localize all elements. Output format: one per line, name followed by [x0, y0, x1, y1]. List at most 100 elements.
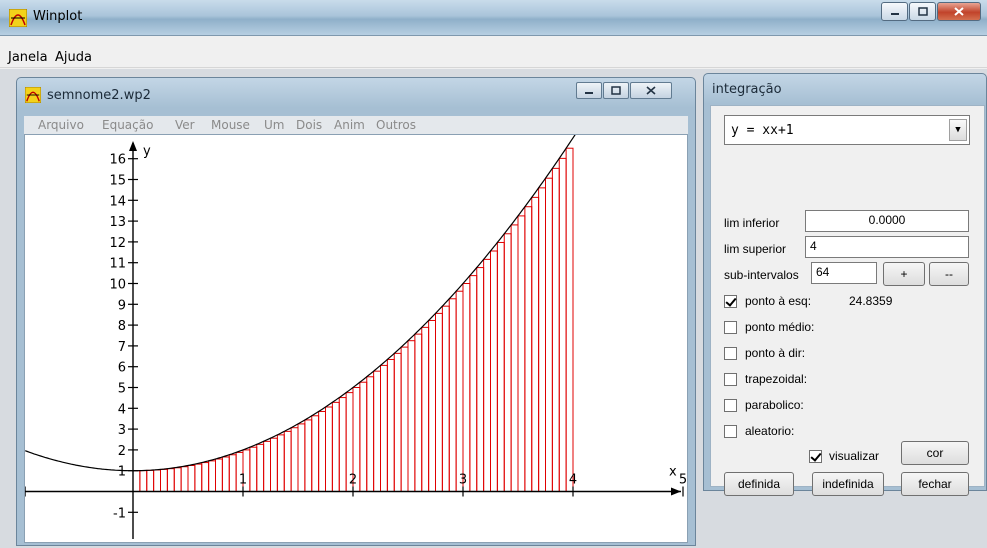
riemann-rectangle: [421, 326, 430, 492]
riemann-rectangle: [565, 147, 574, 492]
menu-um[interactable]: Um: [264, 118, 285, 132]
method-label: ponto à dir:: [745, 346, 806, 360]
method-label: trapezoidal:: [745, 372, 808, 386]
riemann-rectangle: [338, 397, 347, 493]
lim-inferior-input[interactable]: 0.0000: [805, 210, 969, 232]
method-checkbox[interactable]: [724, 321, 737, 334]
plot-minimize-button[interactable]: [576, 82, 602, 99]
y-tick-label: 4: [118, 402, 126, 417]
plot-menubar: Arquivo Equação Ver Mouse Um Dois Anim O…: [24, 116, 688, 134]
riemann-rectangle: [393, 352, 402, 492]
maximize-icon: [917, 7, 928, 16]
subintervals-input[interactable]: 64: [811, 262, 877, 284]
riemann-rectangle: [455, 290, 464, 492]
method-checkbox[interactable]: [724, 399, 737, 412]
y-tick-label: 7: [118, 340, 126, 355]
menu-janela[interactable]: Janela: [8, 50, 48, 65]
riemann-rectangle: [448, 298, 457, 492]
menu-anim[interactable]: Anim: [334, 118, 365, 132]
function-select[interactable]: y = xx+1 ▼: [724, 115, 970, 145]
x-tick-label: 1: [239, 473, 247, 488]
definida-button[interactable]: definida: [724, 472, 794, 496]
subintervals-label: sub-intervalos: [724, 268, 799, 282]
y-tick-label: 11: [109, 257, 126, 272]
riemann-rectangle: [469, 275, 478, 492]
riemann-rectangle: [283, 430, 292, 492]
riemann-rectangle: [524, 206, 533, 492]
visualizar-checkbox[interactable]: [809, 450, 822, 463]
riemann-rectangles: [132, 147, 574, 493]
riemann-rectangle: [201, 462, 210, 493]
riemann-rectangle: [414, 333, 423, 492]
plot-canvas[interactable]: 1 2 3 4 5 -1 1 2 3 4 5 6 7 8 9 10 11 12 13 14 15 16 x y: [24, 124, 688, 543]
method-checkbox[interactable]: [724, 425, 737, 438]
riemann-rectangle: [380, 364, 388, 492]
x-axis-arrow: [671, 487, 681, 496]
menu-equacao[interactable]: Equação: [102, 118, 154, 132]
riemann-rectangle: [476, 267, 485, 492]
method-result: 24.8359: [849, 294, 893, 308]
riemann-rectangle: [270, 437, 278, 493]
riemann-rectangle: [215, 458, 223, 492]
decrease-subintervals-button[interactable]: --: [929, 262, 969, 286]
plot-close-button[interactable]: [630, 82, 672, 99]
menu-ver[interactable]: Ver: [175, 118, 195, 132]
app-titlebar[interactable]: Winplot: [0, 0, 987, 36]
menu-dois[interactable]: Dois: [296, 118, 323, 132]
riemann-rectangle: [297, 423, 306, 492]
riemann-rectangle: [187, 465, 196, 492]
y-tick-label: -1: [113, 506, 126, 521]
riemann-rectangle: [208, 460, 216, 492]
integration-title: integração: [712, 82, 782, 97]
riemann-rectangle: [146, 469, 155, 492]
lim-superior-input[interactable]: 4: [805, 236, 969, 258]
plot-maximize-button[interactable]: [603, 82, 629, 99]
dropdown-arrow-icon[interactable]: ▼: [949, 119, 967, 141]
plot-window-controls: [575, 82, 672, 99]
method-checkbox[interactable]: [724, 347, 737, 360]
riemann-rectangle: [517, 215, 526, 493]
riemann-rectangle: [276, 434, 285, 492]
menu-outros[interactable]: Outros: [376, 118, 417, 132]
function-select-value: y = xx+1: [731, 123, 794, 138]
riemann-rectangle: [373, 370, 381, 492]
plot-window-title: semnome2.wp2: [47, 88, 151, 103]
x-tick-label: 3: [459, 473, 467, 488]
y-tick-label: 1: [118, 465, 126, 480]
lim-superior-label: lim superior: [724, 242, 787, 256]
fechar-button[interactable]: fechar: [901, 472, 969, 496]
riemann-rectangle: [160, 468, 168, 492]
minimize-button[interactable]: [881, 2, 908, 21]
riemann-rectangle: [194, 463, 203, 492]
maximize-button[interactable]: [909, 2, 936, 21]
y-tick-label: 12: [109, 236, 126, 251]
menu-mouse[interactable]: Mouse: [211, 118, 250, 132]
riemann-rectangle: [462, 283, 471, 492]
indefinida-button[interactable]: indefinida: [812, 472, 884, 496]
menu-arquivo[interactable]: Arquivo: [38, 118, 84, 132]
method-checkbox[interactable]: [724, 295, 737, 308]
riemann-rectangle: [435, 312, 443, 492]
method-checkbox[interactable]: [724, 373, 737, 386]
menu-ajuda[interactable]: Ajuda: [55, 50, 92, 65]
riemann-rectangle: [490, 250, 498, 492]
riemann-rectangle: [256, 443, 265, 492]
riemann-rectangle: [441, 305, 450, 492]
x-axis-label: x: [669, 465, 677, 480]
riemann-rectangle: [483, 258, 491, 493]
increase-subintervals-button[interactable]: +: [883, 262, 925, 286]
riemann-rectangle: [318, 410, 326, 492]
method-label: ponto médio:: [745, 320, 815, 334]
riemann-rectangle: [407, 340, 416, 492]
y-tick-label: 6: [118, 361, 126, 376]
integration-window: integração y = xx+1 ▼ lim inferior 0.000…: [703, 73, 987, 496]
maximize-icon: [611, 86, 621, 95]
riemann-rectangle: [153, 469, 161, 492]
cor-button[interactable]: cor: [901, 441, 969, 465]
riemann-rectangle: [496, 241, 505, 492]
close-button[interactable]: [937, 2, 981, 21]
riemann-rectangle: [428, 319, 436, 492]
riemann-rectangle: [531, 196, 540, 492]
